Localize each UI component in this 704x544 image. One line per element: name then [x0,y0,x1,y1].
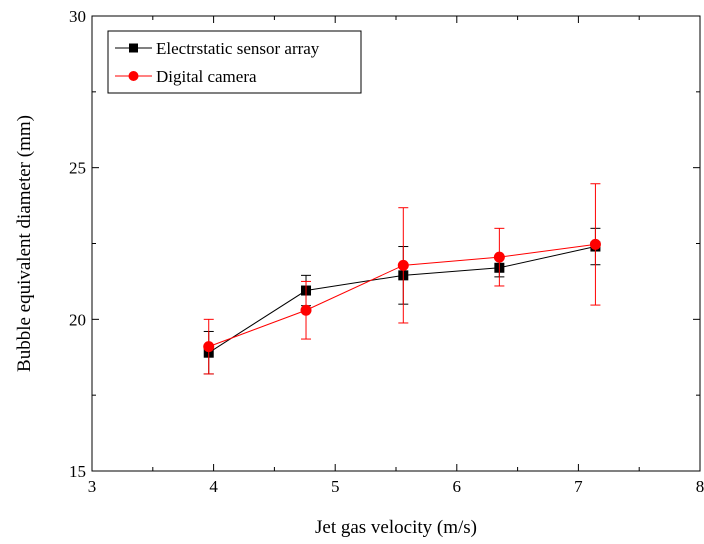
y-tick-label: 30 [69,7,86,26]
x-tick-label: 3 [88,477,97,496]
data-point [589,238,601,250]
series-2 [203,183,601,375]
legend-entry: Digital camera [156,67,257,86]
x-tick-label: 7 [574,477,583,496]
legend-entry: Electrstatic sensor array [156,39,320,58]
data-point [300,304,312,316]
y-axis-label: Bubble equivalent diameter (mm) [14,115,35,372]
series-1 [203,227,601,375]
legend-marker [128,71,139,81]
data-point [397,259,409,271]
data-point [203,341,215,353]
plot-axes: 3 4 5 6 7 8 15 20 25 30 [69,7,704,496]
y-tick-label: 20 [69,310,86,329]
y-tick-label: 25 [69,159,86,178]
legend-marker [129,43,138,53]
legend: Electrstatic sensor array Digital camera [107,30,362,94]
x-tick-label: 8 [696,477,704,496]
x-axis-label: Jet gas velocity (m/s) [315,517,477,538]
x-tick-label: 5 [331,477,340,496]
x-tick-label: 4 [209,477,218,496]
legend-box [107,30,362,94]
y-tick-label: 15 [69,462,86,481]
data-point [493,251,505,263]
series-layer [203,183,601,375]
x-tick-label: 6 [453,477,462,496]
